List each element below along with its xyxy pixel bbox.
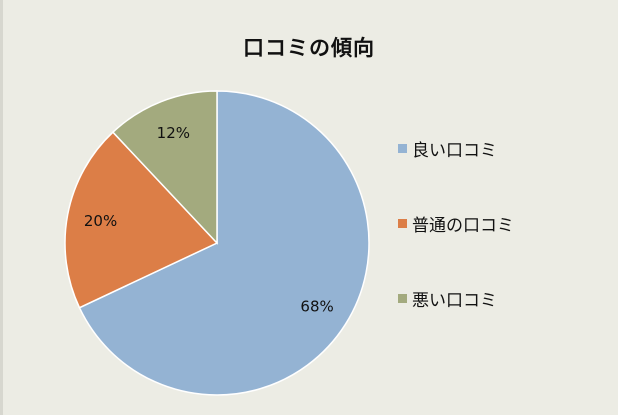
legend-item-good: 良い口コミ	[398, 136, 497, 161]
legend-swatch-good	[398, 144, 407, 153]
pie-slice-neutral	[64, 131, 219, 309]
legend-item-bad: 悪い口コミ	[398, 286, 497, 311]
data-label-bad: 12%	[157, 124, 190, 142]
pie-slice-bad	[111, 90, 218, 245]
chart-title: 口コミの傾向	[243, 36, 375, 60]
legend-label-bad: 悪い口コミ	[412, 291, 497, 311]
legend-swatch-bad	[398, 294, 407, 303]
legend-label-neutral: 普通の口コミ	[412, 216, 514, 236]
pie-data-labels: 68% 20% 12%	[84, 124, 334, 316]
data-label-neutral: 20%	[84, 212, 117, 230]
pie-slices	[64, 90, 370, 396]
left-border	[0, 0, 3, 415]
pie-slice-good	[78, 90, 370, 396]
legend-swatch-neutral	[398, 219, 407, 228]
legend-label-good: 良い口コミ	[412, 141, 497, 161]
data-label-good: 68%	[300, 298, 333, 316]
legend-item-neutral: 普通の口コミ	[398, 211, 514, 236]
